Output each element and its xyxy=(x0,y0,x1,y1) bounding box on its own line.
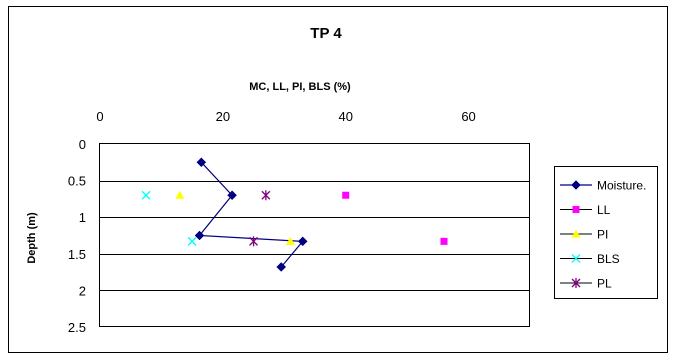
x-tick-label: 0 xyxy=(96,109,103,124)
data-point xyxy=(297,236,308,247)
y-tick-label: 1 xyxy=(79,210,86,225)
data-point xyxy=(342,191,350,199)
x-tick-label: 40 xyxy=(338,109,352,124)
legend-label: PL xyxy=(597,277,612,291)
gridlines xyxy=(100,181,530,291)
data-point xyxy=(440,237,448,245)
legend-label: Moisture. xyxy=(597,179,646,193)
data-point xyxy=(572,206,580,213)
y-axis-label: Depth (m) xyxy=(26,212,38,264)
data-point xyxy=(196,157,207,168)
y-tick-label: 0.5 xyxy=(68,174,86,189)
data-point xyxy=(187,236,197,246)
data-point xyxy=(175,190,185,199)
legend-items: Moisture. LL PI BLS PL xyxy=(560,179,646,291)
data-point xyxy=(276,262,287,272)
data-point xyxy=(194,230,205,241)
legend-label: PI xyxy=(597,228,608,242)
plot-area xyxy=(99,143,530,327)
data-point xyxy=(571,180,581,190)
data-point xyxy=(141,190,151,200)
x-tick-label: 20 xyxy=(216,109,230,124)
legend-label: BLS xyxy=(597,252,620,266)
data-point xyxy=(261,190,271,201)
legend-label: LL xyxy=(597,203,611,217)
y-tick-label: 2.5 xyxy=(68,320,86,335)
data-point xyxy=(571,278,581,288)
y-tick-label: 1.5 xyxy=(68,247,86,262)
y-tick-labels: 0 0.5 1 1.5 2 2.5 xyxy=(68,137,86,335)
x-tick-label: 60 xyxy=(461,109,475,124)
legend xyxy=(554,166,658,299)
data-point xyxy=(285,236,295,245)
series-group xyxy=(141,157,448,272)
y-tick-label: 0 xyxy=(79,137,86,152)
x-tick-labels: 0 20 40 60 xyxy=(96,109,475,124)
data-point xyxy=(227,190,237,201)
chart-title: TP 4 xyxy=(310,25,342,42)
data-point xyxy=(571,229,581,238)
data-point xyxy=(249,236,259,247)
x-axis-label: MC, LL, PI, BLS (%) xyxy=(249,81,351,93)
data-point xyxy=(571,254,581,263)
y-tick-label: 2 xyxy=(79,283,86,298)
